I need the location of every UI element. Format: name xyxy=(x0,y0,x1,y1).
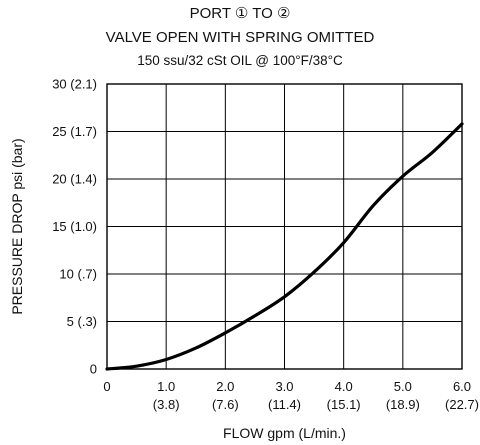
y-tick-label: 0 xyxy=(90,362,97,377)
series-layer xyxy=(105,122,464,371)
x-tick-label: 5.0 xyxy=(394,379,412,394)
grid xyxy=(106,83,463,370)
y-tick-label: 30 (2.1) xyxy=(52,77,97,92)
x-tick-label: 1.0 xyxy=(157,379,175,394)
chart-condition-note: 150 ssu/32 cSt OIL @ 100°F/38°C xyxy=(137,53,343,68)
x-tick-sublabel: (11.4) xyxy=(268,397,301,412)
tick-labels: 0 1.0 (3.8) 2.0 (7.6) 3.0 (11.4) 4.0 (15.1) 5.0 (1… xyxy=(52,77,479,413)
y-tick-label: 15 (1.0) xyxy=(52,219,97,234)
y-tick-label: 10 (.7) xyxy=(59,267,97,282)
x-tick-label: 3.0 xyxy=(275,379,293,394)
chart-title: PORT ① TO ② xyxy=(189,5,291,22)
x-tick-label: 6.0 xyxy=(453,379,471,394)
x-tick-label: 0 xyxy=(103,379,110,394)
plot-frame xyxy=(106,83,463,370)
x-tick-sublabel: (15.1) xyxy=(327,397,361,412)
x-tick-sublabel: (18.9) xyxy=(386,397,420,412)
y-tick-label: 25 (1.7) xyxy=(52,124,97,139)
y-tick-label: 20 (1.4) xyxy=(52,172,97,187)
series-line xyxy=(105,122,464,371)
chart-subtitle: VALVE OPEN WITH SPRING OMITTED xyxy=(105,29,375,46)
x-tick-sublabel: (22.7) xyxy=(445,397,479,412)
y-axis-label: PRESSURE DROP psi (bar) xyxy=(9,138,25,314)
x-tick-label: 2.0 xyxy=(216,379,234,394)
y-tick-label: 5 (.3) xyxy=(67,314,97,329)
x-tick-sublabel: (7.6) xyxy=(212,397,239,412)
x-tick-sublabel: (3.8) xyxy=(153,397,180,412)
x-axis-label: FLOW gpm (L/min.) xyxy=(223,425,346,441)
x-tick-label: 4.0 xyxy=(335,379,353,394)
